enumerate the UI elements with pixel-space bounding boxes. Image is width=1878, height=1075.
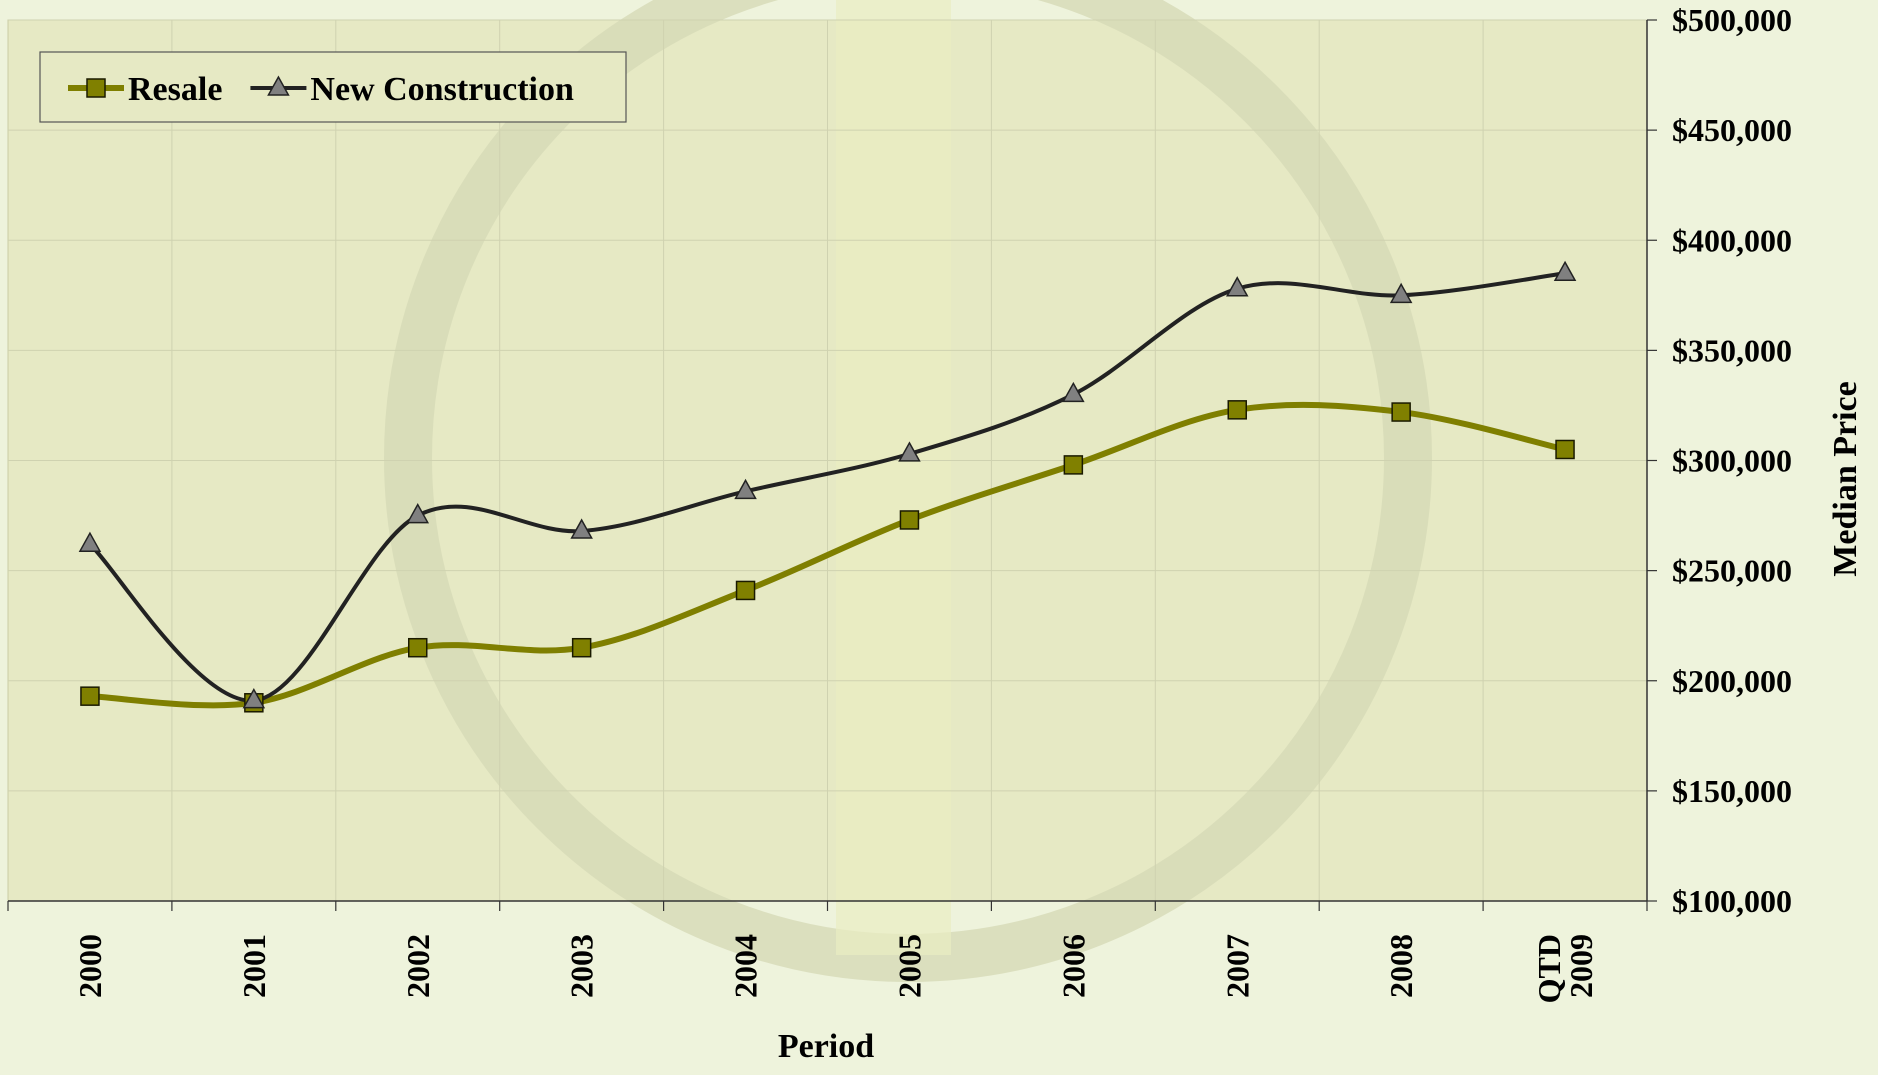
y-tick-label: $200,000: [1672, 663, 1792, 699]
y-tick-label: $500,000: [1672, 2, 1792, 38]
y-tick-label: $250,000: [1672, 553, 1792, 589]
x-tick-label: QTD2009: [1531, 934, 1599, 1003]
x-tick-label: 2008: [1383, 934, 1419, 998]
x-tick-label: 2001: [236, 934, 272, 998]
data-point: [1228, 401, 1246, 419]
watermark: [836, 0, 951, 955]
y-tick-label: $400,000: [1672, 222, 1792, 258]
data-point: [81, 687, 99, 705]
x-tick-label: 2004: [728, 934, 764, 998]
y-tick-label: $100,000: [1672, 883, 1792, 919]
data-point: [409, 639, 427, 657]
y-tick-label: $350,000: [1672, 332, 1792, 368]
data-point: [1064, 456, 1082, 474]
y-axis-title: Median Price: [1827, 381, 1864, 576]
x-tick-label: 2000: [72, 934, 108, 998]
y-tick-label: $300,000: [1672, 443, 1792, 479]
legend-marker: [87, 79, 105, 97]
legend-label: Resale: [128, 71, 222, 108]
x-tick-label: 2007: [1219, 934, 1255, 998]
page: {"chart_data": {"type": "line", "categor…: [0, 0, 1878, 1075]
x-tick-label: 2003: [564, 934, 600, 998]
y-tick-label: $150,000: [1672, 773, 1792, 809]
x-tick-label: 2002: [400, 934, 436, 998]
data-point: [1556, 440, 1574, 458]
x-tick-label: 2005: [891, 934, 927, 998]
data-point: [737, 581, 755, 599]
data-point: [1392, 403, 1410, 421]
x-tick-label: 2006: [1055, 934, 1091, 998]
data-point: [573, 639, 591, 657]
chart: $100,000 $150,000 $200,000 $250,000 $300,000…: [0, 0, 1878, 1075]
legend-label: New Construction: [310, 71, 574, 108]
data-point: [900, 511, 918, 529]
x-axis-title: Period: [778, 1028, 874, 1065]
y-tick-label: $450,000: [1672, 112, 1792, 148]
